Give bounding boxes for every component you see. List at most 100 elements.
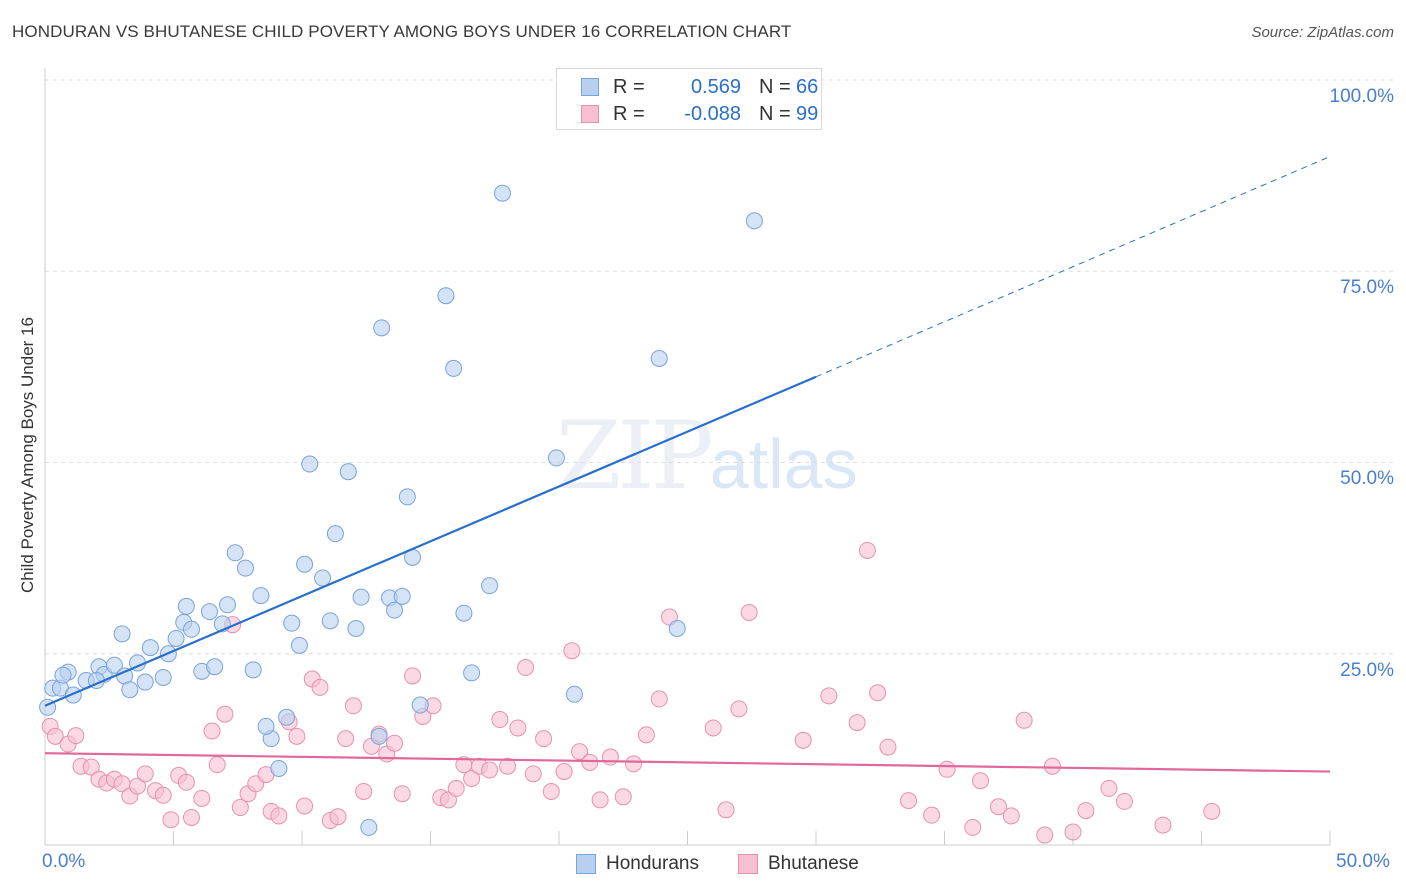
bhutanese-point bbox=[971, 772, 989, 790]
bhutanese-point bbox=[563, 642, 581, 660]
bhutanese-point bbox=[1015, 711, 1033, 729]
hondurans-trend-line bbox=[44, 375, 817, 707]
honduran-point bbox=[136, 673, 154, 691]
bhutanese-point bbox=[404, 667, 422, 685]
bhutanese-point bbox=[1043, 757, 1061, 775]
bhutanese-point bbox=[591, 791, 609, 809]
y-tick-label-75: 75.0% bbox=[1340, 277, 1394, 298]
bhutanese-trend-line bbox=[44, 752, 1331, 773]
honduran-point bbox=[244, 661, 262, 679]
bhutanese-point bbox=[216, 705, 234, 723]
honduran-point bbox=[745, 212, 763, 230]
n-label: N = bbox=[759, 76, 791, 98]
bhutanese-point bbox=[637, 726, 655, 744]
bhutanese-point bbox=[270, 807, 288, 825]
bhutanese-point bbox=[67, 727, 85, 745]
bhutanese-point bbox=[344, 697, 362, 715]
bhutanese-point bbox=[162, 811, 180, 829]
stats-legend: R = 0.569 N = 66 R = -0.088 N = 99 bbox=[556, 68, 822, 130]
r-value: 0.569 bbox=[690, 76, 741, 98]
honduran-point bbox=[411, 696, 429, 714]
bhutanese-point bbox=[1036, 826, 1054, 844]
bhutanese-point bbox=[1203, 802, 1221, 820]
watermark-zip: ZIP bbox=[556, 402, 714, 511]
bhutanese-point bbox=[1064, 823, 1082, 841]
bhutanese-point bbox=[182, 808, 200, 826]
bhutanese-point bbox=[794, 731, 812, 749]
bhutanese-point bbox=[869, 684, 887, 702]
honduran-point bbox=[393, 587, 411, 605]
honduran-point bbox=[463, 664, 481, 682]
honduran-point bbox=[493, 184, 511, 202]
bhutanese-point bbox=[964, 818, 982, 836]
bhutanese-point bbox=[1002, 807, 1020, 825]
bhutanese-point bbox=[517, 659, 535, 677]
bhutanese-point bbox=[542, 782, 560, 800]
honduran-point bbox=[270, 760, 288, 777]
bhutanese-point bbox=[1077, 802, 1095, 820]
bhutanese-point bbox=[704, 719, 722, 737]
bhutanese-point bbox=[730, 700, 748, 718]
bhutanese-point bbox=[900, 792, 918, 810]
honduran-point bbox=[445, 359, 463, 377]
bhutanese-point bbox=[177, 773, 195, 791]
legend-label: Bhutanese bbox=[768, 853, 859, 874]
bhutanese-point bbox=[154, 786, 172, 804]
data-points bbox=[39, 184, 1221, 844]
watermark: ZIPatlas bbox=[556, 402, 858, 511]
bhutanese-point bbox=[447, 779, 465, 797]
n-label: N = bbox=[759, 103, 791, 125]
honduran-point bbox=[226, 544, 244, 562]
bhutanese-point bbox=[938, 760, 956, 778]
honduran-point bbox=[347, 620, 365, 638]
bhutanese-point bbox=[1115, 792, 1133, 810]
bhutanese-point bbox=[858, 541, 876, 559]
honduran-point bbox=[236, 559, 254, 577]
hondurans-trend-extension bbox=[815, 156, 1331, 378]
bhutanese-point bbox=[509, 719, 527, 737]
bhutanese-point bbox=[524, 765, 542, 783]
honduran-point bbox=[206, 658, 224, 676]
bhutanese-point bbox=[923, 806, 941, 824]
r-value: -0.088 bbox=[684, 103, 741, 125]
y-tick-label-50: 50.0% bbox=[1340, 468, 1394, 489]
bhutanese-point bbox=[337, 730, 355, 748]
honduran-point bbox=[167, 629, 185, 647]
bhutanese-swatch bbox=[581, 105, 599, 123]
bhutanese-point bbox=[203, 722, 221, 740]
honduran-point bbox=[668, 620, 686, 638]
honduran-point bbox=[290, 636, 308, 654]
honduran-point bbox=[326, 525, 344, 543]
honduran-point bbox=[278, 708, 296, 726]
honduran-point bbox=[481, 577, 499, 595]
bhutanese-point bbox=[601, 748, 619, 766]
r-label: R = bbox=[613, 103, 645, 125]
honduran-point bbox=[455, 604, 473, 622]
bhutanese-point bbox=[499, 757, 517, 775]
x-tick-label-min: 0.0% bbox=[42, 851, 86, 872]
n-value: 99 bbox=[796, 103, 819, 125]
trend-lines bbox=[44, 156, 1331, 773]
bhutanese-point bbox=[879, 738, 897, 756]
bhutanese-point bbox=[296, 797, 314, 815]
bhutanese-point bbox=[311, 678, 329, 696]
bhutanese-point bbox=[46, 727, 64, 745]
honduran-point bbox=[54, 666, 72, 684]
honduran-point bbox=[314, 569, 332, 587]
honduran-point bbox=[386, 601, 404, 619]
honduran-point bbox=[121, 681, 139, 699]
honduran-point bbox=[360, 818, 378, 836]
y-tick-label-25: 25.0% bbox=[1340, 660, 1394, 681]
honduran-point bbox=[547, 449, 565, 467]
honduran-point bbox=[296, 555, 314, 573]
y-tick-label-100: 100.0% bbox=[1329, 86, 1394, 107]
x-tick-label-max: 50.0% bbox=[1336, 851, 1390, 872]
honduran-point bbox=[373, 319, 391, 337]
bhutanese-point bbox=[555, 763, 573, 781]
honduran-point bbox=[283, 614, 301, 632]
bhutanese-point bbox=[989, 798, 1007, 816]
bhutanese-point bbox=[129, 777, 147, 795]
honduran-point bbox=[352, 588, 370, 606]
bhutanese-point bbox=[1154, 816, 1172, 834]
honduran-point bbox=[252, 587, 270, 605]
